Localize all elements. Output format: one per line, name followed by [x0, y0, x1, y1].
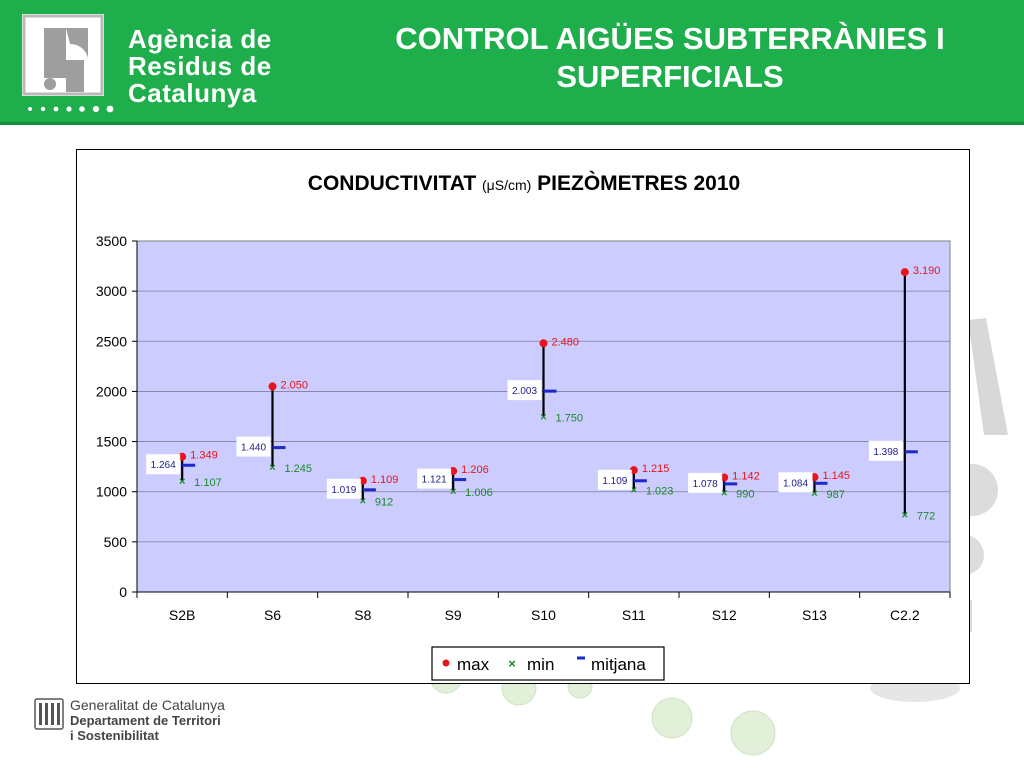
min-marker: ×	[721, 488, 727, 500]
chart-frame: CONDUCTIVITAT (μS/cm) PIEZÒMETRES 2010 0…	[76, 149, 970, 684]
mitjana-data-label: 1.264	[151, 460, 176, 471]
footer-line: Generalitat de Catalunya	[70, 697, 225, 713]
agency-name-line: Agència de	[128, 24, 272, 54]
legend-min-marker: ×	[508, 656, 516, 671]
max-data-label: 2.480	[552, 336, 580, 348]
chart-title-unit: S/cm)	[495, 177, 532, 193]
legend-max-marker	[442, 659, 450, 667]
mitjana-label-box	[326, 478, 361, 499]
y-tick-label: 1000	[96, 484, 127, 500]
min-data-label: 1.107	[194, 477, 222, 489]
mitjana-label-box	[778, 472, 813, 493]
footer-line: i Sostenibilitat	[70, 728, 159, 743]
max-data-label: 1.142	[732, 470, 760, 482]
plot-area: 0 500 1000 1500 2000 2500 3000 3500 S2B S6 S8 S9 S10…	[96, 233, 951, 623]
max-marker	[539, 339, 548, 348]
y-tick-label: 3500	[96, 233, 127, 249]
y-tick-label: 2000	[96, 383, 127, 399]
min-marker: ×	[540, 412, 546, 424]
y-tick-label: 500	[104, 534, 128, 550]
mitjana-data-label: 1.121	[422, 475, 447, 486]
min-marker: ×	[902, 510, 908, 522]
min-marker: ×	[631, 484, 637, 496]
max-data-label: 1.145	[823, 470, 851, 482]
max-data-label: 1.215	[642, 463, 670, 475]
chart-title: CONDUCTIVITAT (μS/cm) PIEZÒMETRES 2010	[308, 171, 740, 195]
min-data-label: 987	[827, 489, 845, 501]
conductivity-chart: CONDUCTIVITAT (μS/cm) PIEZÒMETRES 2010 0…	[96, 171, 951, 681]
chart-title-part: CONDUCTIVITAT	[308, 172, 482, 195]
legend-max-label: max	[457, 655, 490, 674]
mitjana-data-label: 1.019	[331, 485, 356, 496]
min-marker: ×	[811, 488, 817, 500]
agency-name: Agència de Residus de Catalunya	[128, 26, 272, 107]
mitjana-label-box	[507, 380, 542, 401]
agency-name-line: Catalunya	[128, 78, 257, 108]
slide-title-line: CONTROL AIGÜES SUBTERRÀNIES I	[395, 21, 945, 56]
chart-legend: max × min mitjana	[431, 646, 665, 681]
mitjana-label-box	[688, 472, 723, 493]
agency-logo-mark	[22, 14, 104, 96]
chart-title-part: PIEZÒMETRES 2010	[531, 171, 740, 195]
min-data-label: 1.750	[556, 413, 584, 425]
footer-line: Departament de Territori	[70, 713, 221, 728]
footer-department: Generalitat de Catalunya Departament de …	[70, 697, 225, 744]
mitjana-label-box	[417, 468, 452, 489]
min-data-label: 1.006	[465, 487, 493, 499]
y-tick-label: 3000	[96, 283, 127, 299]
x-tick-label: S6	[264, 607, 281, 623]
slide-title-line: SUPERFICIALS	[556, 59, 784, 94]
legend-box	[431, 646, 665, 681]
x-tick-label: S2B	[169, 607, 195, 623]
x-tick-label: S10	[531, 607, 556, 623]
min-data-label: 912	[375, 497, 393, 509]
max-marker	[268, 382, 277, 391]
mitjana-data-label: 2.003	[512, 386, 537, 397]
mitjana-label-box	[236, 436, 271, 457]
mitjana-data-label: 1.078	[693, 479, 718, 490]
chart-title-unit-mu: μ	[487, 177, 495, 193]
x-tick-label: S11	[622, 607, 646, 623]
mitjana-data-label: 1.109	[602, 476, 627, 487]
slide-header: Agència de Residus de Catalunya CONTROL …	[0, 0, 1024, 125]
max-data-label: 1.206	[461, 464, 489, 476]
min-data-label: 772	[917, 511, 935, 523]
mitjana-label-box	[868, 440, 903, 461]
min-marker: ×	[360, 496, 366, 508]
legend-mitjana-label: mitjana	[591, 655, 646, 674]
generalitat-logo-icon	[34, 698, 64, 730]
min-data-label: 1.023	[646, 485, 674, 497]
mitjana-data-label: 1.084	[783, 478, 808, 489]
y-tick-label: 1500	[96, 434, 127, 450]
min-marker: ×	[179, 476, 185, 488]
mitjana-label-box	[146, 454, 181, 475]
min-data-label: 990	[736, 489, 754, 501]
mitjana-data-label: 1.398	[873, 447, 898, 458]
slide-title: CONTROL AIGÜES SUBTERRÀNIES I SUPERFICIA…	[350, 20, 990, 96]
max-data-label: 1.109	[371, 474, 399, 486]
agency-name-line: Residus de	[128, 51, 272, 81]
logo-dots-decoration	[28, 105, 114, 113]
mitjana-data-label: 1.440	[241, 443, 266, 454]
mitjana-label-box	[597, 469, 632, 490]
x-tick-label: S8	[354, 607, 371, 623]
min-marker: ×	[269, 462, 275, 474]
max-marker	[900, 268, 909, 277]
max-data-label: 3.190	[913, 265, 941, 277]
max-data-label: 2.050	[281, 379, 309, 391]
legend-min-label: min	[527, 655, 554, 674]
y-tick-label: 0	[119, 584, 127, 600]
chart-title-unit-open: (	[482, 177, 487, 193]
max-data-label: 1.349	[190, 450, 218, 462]
x-tick-label: S12	[712, 607, 737, 623]
agency-logo	[22, 14, 104, 96]
y-tick-label: 2500	[96, 333, 127, 349]
x-tick-label: S9	[445, 607, 462, 623]
x-tick-label: S13	[802, 607, 827, 623]
min-data-label: 1.245	[285, 463, 313, 475]
min-marker: ×	[450, 486, 456, 498]
x-tick-label: C2.2	[890, 607, 920, 623]
max-marker	[358, 476, 367, 485]
